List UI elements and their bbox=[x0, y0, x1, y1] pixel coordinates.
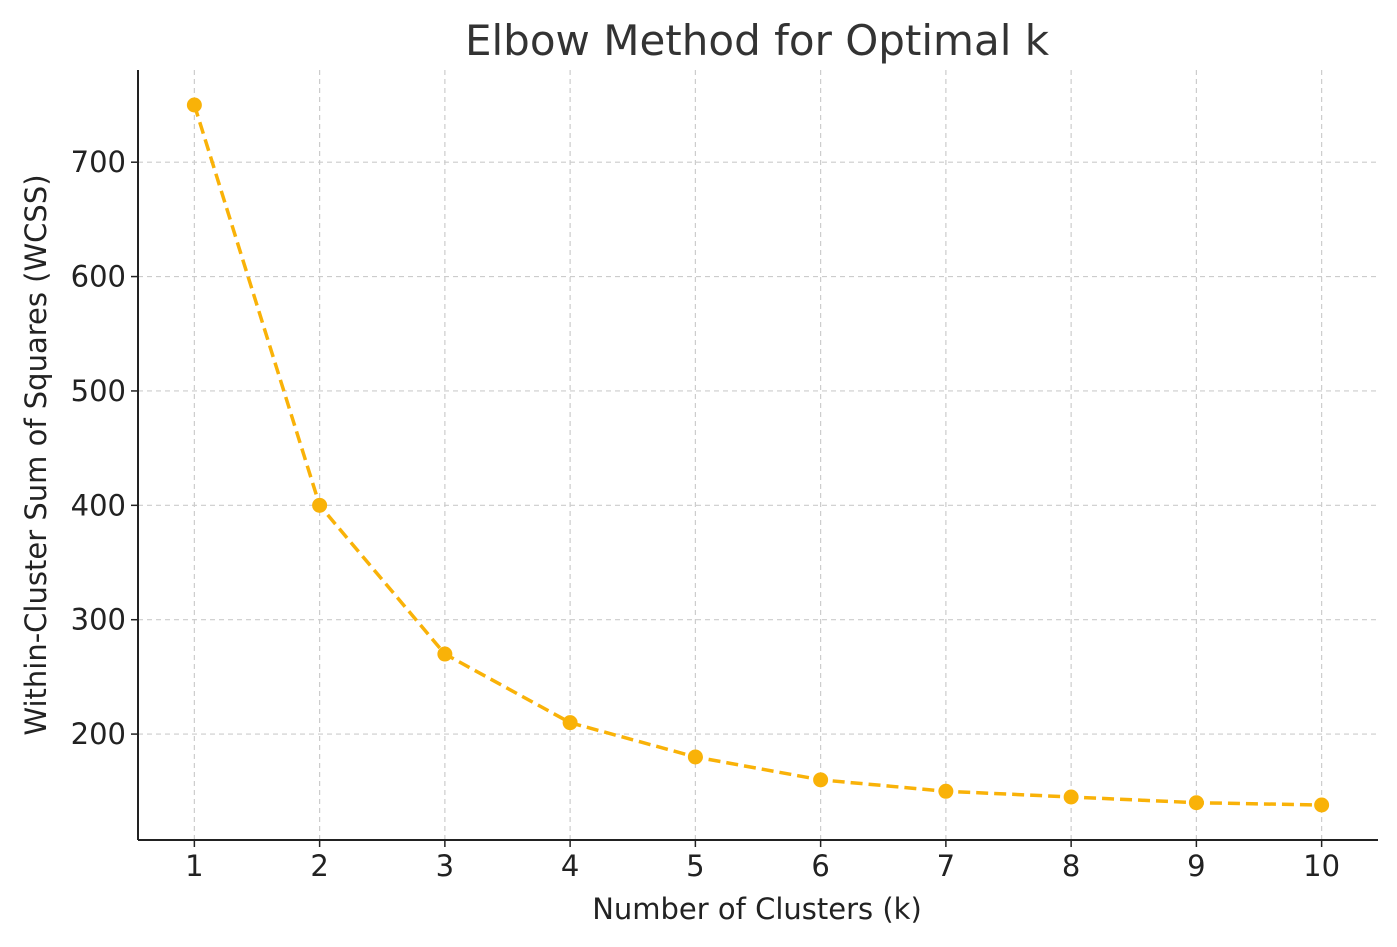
x-tick-label: 4 bbox=[561, 849, 579, 883]
series-wcss bbox=[186, 97, 1330, 813]
y-tick-label: 400 bbox=[71, 488, 126, 522]
y-tick-label: 600 bbox=[71, 260, 126, 294]
x-tick-label: 7 bbox=[937, 849, 955, 883]
data-point bbox=[1188, 795, 1204, 811]
chart-title: Elbow Method for Optimal k bbox=[465, 16, 1050, 65]
x-ticks: 1 2 3 4 5 6 7 8 9 10 bbox=[185, 840, 1340, 883]
x-tick-label: 6 bbox=[811, 849, 829, 883]
data-point bbox=[813, 772, 829, 788]
x-tick-label: 3 bbox=[436, 849, 454, 883]
data-point bbox=[437, 646, 453, 662]
y-ticks: 200 300 400 500 600 700 bbox=[71, 145, 138, 751]
data-point bbox=[312, 497, 328, 513]
data-point bbox=[186, 97, 202, 113]
y-axis-label: Within-Cluster Sum of Squares (WCSS) bbox=[19, 174, 53, 735]
x-tick-label: 8 bbox=[1062, 849, 1080, 883]
series-line bbox=[192, 104, 1322, 807]
axes bbox=[137, 70, 1378, 841]
data-point bbox=[1314, 797, 1330, 813]
x-tick-label: 1 bbox=[185, 849, 203, 883]
y-tick-label: 300 bbox=[71, 603, 126, 637]
x-axis-label: Number of Clusters (k) bbox=[592, 892, 922, 926]
x-tick-label: 9 bbox=[1187, 849, 1205, 883]
data-point bbox=[938, 783, 954, 799]
y-tick-label: 700 bbox=[71, 145, 126, 179]
grid-lines bbox=[138, 70, 1378, 840]
y-tick-label: 500 bbox=[71, 374, 126, 408]
data-point bbox=[687, 749, 703, 765]
x-tick-label: 5 bbox=[686, 849, 704, 883]
x-tick-label: 2 bbox=[310, 849, 328, 883]
x-tick-label: 10 bbox=[1303, 849, 1340, 883]
data-point bbox=[562, 715, 578, 731]
data-point bbox=[1063, 789, 1079, 805]
y-tick-label: 200 bbox=[71, 717, 126, 751]
